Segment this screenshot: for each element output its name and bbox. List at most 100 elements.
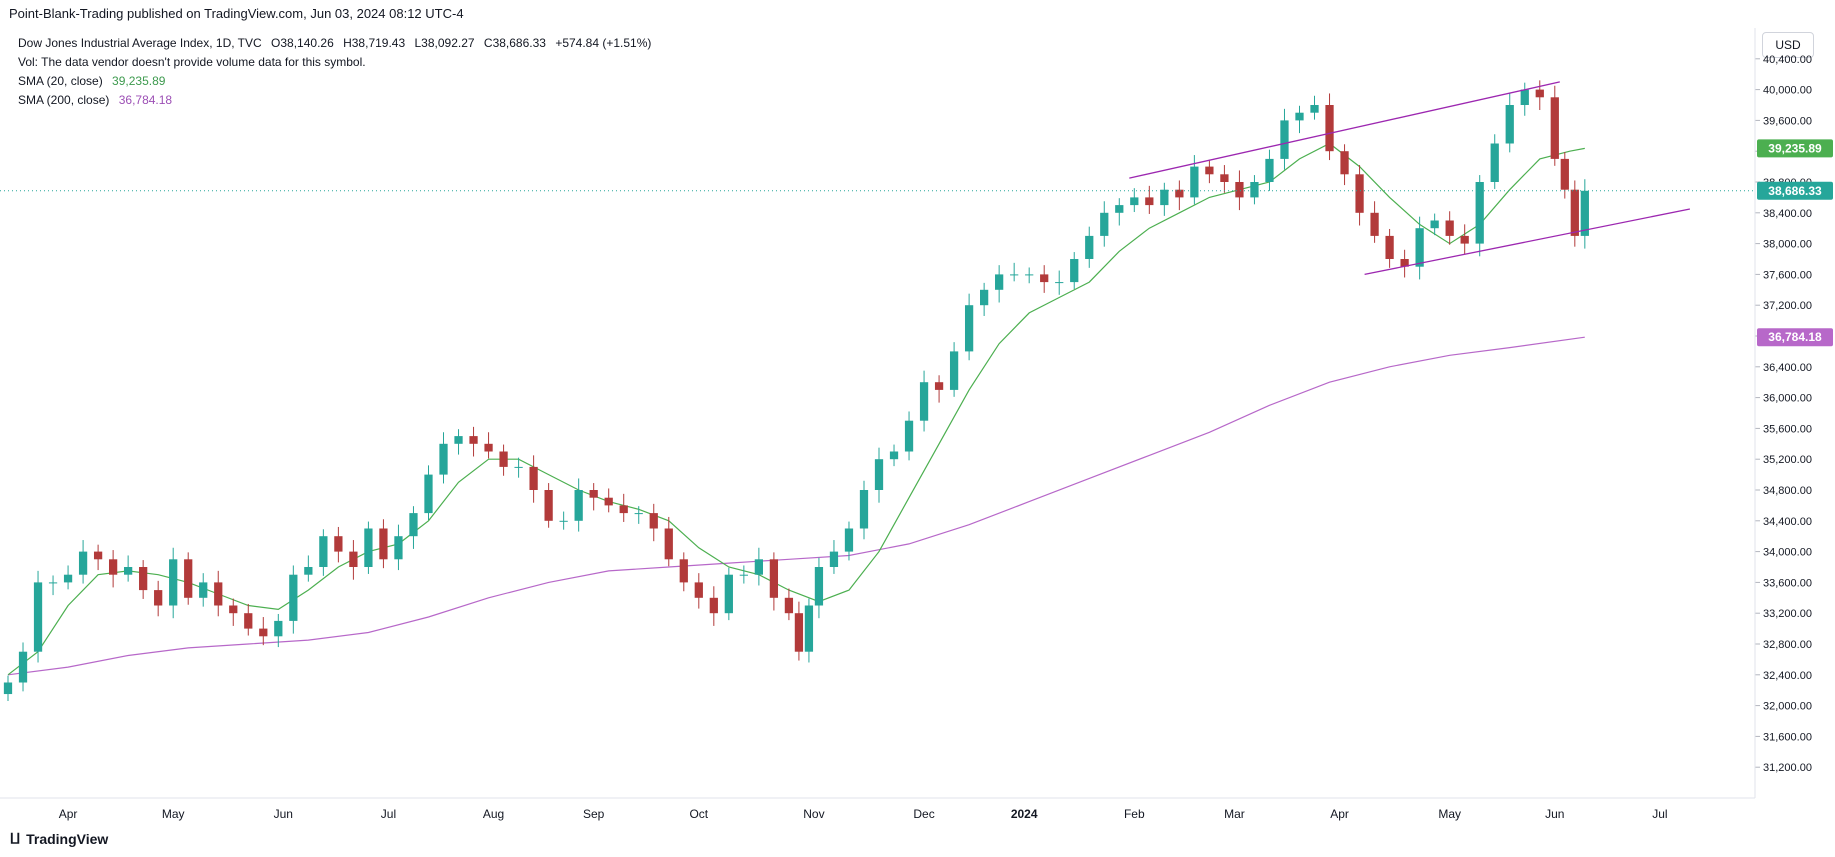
candle-body [1205, 166, 1214, 175]
candle-body [379, 528, 388, 560]
candle-body [1025, 274, 1034, 276]
candle-body [1490, 143, 1499, 182]
candle-body [1175, 189, 1184, 198]
candle-body [784, 597, 794, 614]
candle-body [1130, 197, 1139, 206]
x-tick-label: Jul [1652, 807, 1667, 821]
sma20-legend-row[interactable]: SMA (20, close) 39,235.89 [18, 72, 657, 91]
sma20-price-label-bg [1757, 139, 1833, 158]
sma200-label: SMA (200, close) [18, 93, 110, 107]
candle-body [499, 451, 508, 467]
candle-body [1505, 105, 1514, 144]
last-price-label: 38,686.33 [1768, 184, 1822, 198]
candle-body [769, 559, 779, 598]
sma200-price-label-bg [1757, 328, 1833, 347]
candle-body [63, 574, 73, 583]
candle-body [439, 443, 448, 475]
ohlc-low: L38,092.27 [414, 36, 475, 50]
x-tick-label: Nov [803, 807, 824, 821]
candle-body [1190, 166, 1199, 198]
sma20-path [7, 142, 1585, 676]
x-tick-label: May [1438, 807, 1461, 821]
candle-body [794, 613, 804, 652]
symbol-legend-row[interactable]: Dow Jones Industrial Average Index, 1D, … [18, 34, 657, 53]
candle-body [244, 613, 253, 629]
candle-body [169, 559, 178, 606]
candle-body [754, 559, 763, 575]
candle-body [874, 459, 884, 490]
candle-body [589, 490, 598, 498]
currency-button[interactable]: USD [1762, 32, 1814, 58]
x-tick-label: Feb [1124, 807, 1145, 821]
y-tick-label: 38,000.00 [1763, 239, 1812, 251]
y-tick-label: 32,400.00 [1763, 670, 1812, 682]
candle-body [804, 605, 814, 652]
y-tick-label: 34,800.00 [1763, 485, 1812, 497]
candle-body [1550, 97, 1559, 159]
candle-body [1010, 274, 1019, 276]
candle-body [18, 651, 28, 683]
candle-body [334, 536, 343, 552]
candle-body [709, 597, 718, 614]
candle-body [319, 536, 328, 567]
ohlc-open: O38,140.26 [271, 36, 334, 50]
channel-lines[interactable] [1129, 81, 1691, 276]
candle-body [1430, 220, 1439, 229]
time-axis[interactable]: Apr May Jun Jul Aug Sep Oct Nov Dec 2024 Feb Mar Apr… [0, 797, 1755, 821]
candle-body [514, 466, 523, 468]
y-tick-label: 35,200.00 [1763, 454, 1812, 466]
sma200-path [7, 336, 1585, 676]
candle-body [739, 574, 748, 576]
candle-body [904, 420, 914, 452]
candle-body [724, 574, 733, 614]
candle-body [1250, 182, 1259, 198]
candle-body [274, 620, 283, 637]
candle-body [844, 528, 854, 552]
sma20-value: 39,235.89 [112, 74, 166, 88]
ohlc-close: C38,686.33 [483, 36, 546, 50]
x-tick-label: Mar [1224, 807, 1245, 821]
candle-body [814, 567, 824, 606]
sma200-legend-row[interactable]: SMA (200, close) 36,784.18 [18, 91, 657, 110]
candle-body [1310, 105, 1319, 113]
tradingview-footer[interactable]: ⨿ TradingView [10, 830, 108, 847]
candle-body [995, 274, 1004, 290]
candle-body [259, 628, 268, 637]
channel-upper-line[interactable] [1129, 81, 1560, 179]
sma200-line [7, 336, 1585, 676]
y-tick-label: 36,400.00 [1763, 362, 1812, 374]
chart-legend: Dow Jones Industrial Average Index, 1D, … [18, 34, 657, 110]
candle-body [409, 513, 418, 537]
candle-body [484, 443, 493, 452]
candle-body [199, 582, 208, 598]
candle-body [1265, 158, 1274, 182]
candle-body [1460, 235, 1469, 244]
y-tick-label: 40,000.00 [1763, 85, 1812, 97]
candle-body [454, 436, 463, 444]
sma20-price-label: 39,235.89 [1768, 141, 1822, 155]
candle-body [919, 382, 929, 421]
candle-body [1280, 120, 1289, 159]
channel-lower-line[interactable] [1364, 208, 1691, 276]
candle-body [108, 559, 118, 575]
candle-body [1070, 259, 1079, 283]
candle-body [1475, 182, 1484, 244]
candle-body [1535, 89, 1544, 98]
candle-body [78, 551, 88, 575]
candle-body [679, 559, 688, 583]
candle-body [1520, 89, 1529, 105]
candle-body [1145, 197, 1154, 206]
y-tick-label: 37,200.00 [1763, 300, 1812, 312]
candle-body [1115, 205, 1124, 213]
candle-body [1445, 220, 1454, 236]
y-tick-label: 32,000.00 [1763, 701, 1812, 713]
sma200-value: 36,784.18 [118, 93, 173, 107]
candle-body [634, 513, 643, 515]
candle-body [1415, 228, 1424, 267]
y-tick-label: 34,400.00 [1763, 516, 1812, 528]
y-tick-label: 35,600.00 [1763, 423, 1812, 435]
candle-body [154, 590, 163, 606]
candle-body [349, 551, 358, 567]
candle-body [649, 513, 658, 529]
